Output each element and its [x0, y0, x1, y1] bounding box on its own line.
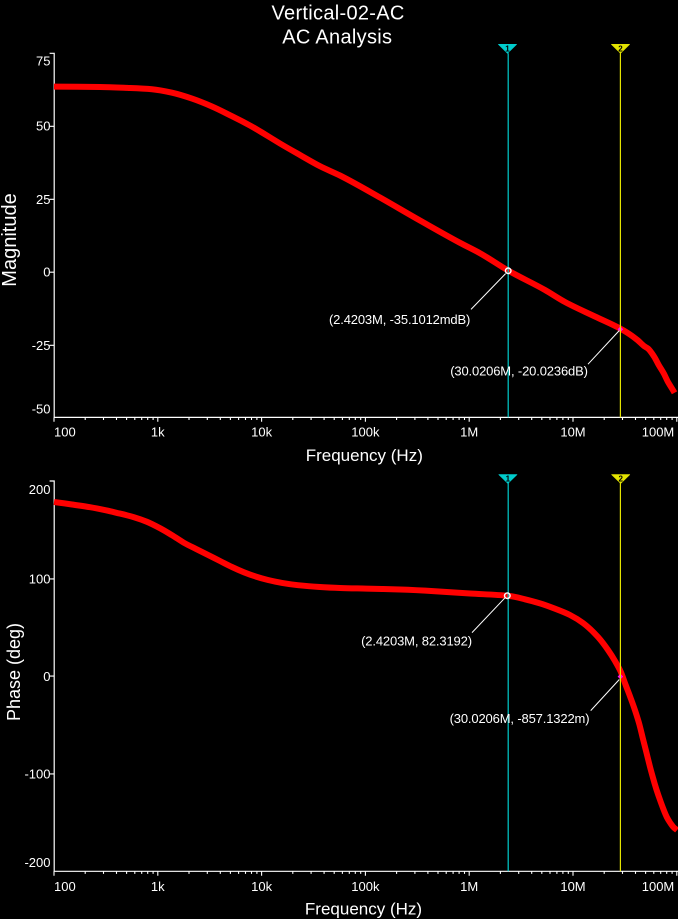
svg-text:Magnitude: Magnitude — [0, 193, 21, 286]
svg-text:100: 100 — [29, 571, 51, 586]
svg-text:1: 1 — [506, 475, 511, 484]
svg-text:1k: 1k — [151, 879, 165, 894]
svg-text:Phase (deg): Phase (deg) — [4, 623, 24, 721]
svg-text:10M: 10M — [560, 879, 585, 894]
svg-text:200: 200 — [29, 482, 51, 497]
svg-text:2: 2 — [618, 475, 623, 484]
svg-text:-200: -200 — [24, 855, 50, 870]
svg-text:(30.0206M, -857.1322m): (30.0206M, -857.1322m) — [450, 711, 590, 726]
svg-text:1k: 1k — [151, 425, 165, 440]
svg-text:1M: 1M — [460, 879, 478, 894]
svg-text:(2.4203M, -35.1012mdB): (2.4203M, -35.1012mdB) — [329, 312, 470, 327]
svg-text:-50: -50 — [32, 401, 51, 416]
svg-text:10k: 10k — [251, 425, 272, 440]
svg-text:-25: -25 — [32, 338, 51, 353]
svg-text:25: 25 — [36, 192, 50, 207]
svg-text:0: 0 — [43, 265, 50, 280]
svg-text:100: 100 — [54, 879, 76, 894]
svg-text:100: 100 — [54, 425, 76, 440]
svg-text:Vertical-02-AC: Vertical-02-AC — [272, 3, 405, 25]
svg-text:1: 1 — [505, 44, 510, 53]
svg-text:50: 50 — [36, 119, 50, 134]
svg-text:1M: 1M — [460, 425, 478, 440]
svg-text:(2.4203M, 82.3192): (2.4203M, 82.3192) — [361, 634, 472, 649]
svg-text:100M: 100M — [642, 879, 675, 894]
svg-text:100M: 100M — [642, 425, 675, 440]
svg-text:-100: -100 — [24, 766, 50, 781]
svg-text:2: 2 — [618, 44, 623, 53]
svg-text:Frequency (Hz): Frequency (Hz) — [305, 899, 422, 918]
svg-text:10k: 10k — [251, 879, 272, 894]
svg-text:75: 75 — [36, 53, 50, 68]
svg-text:Frequency (Hz): Frequency (Hz) — [306, 446, 423, 465]
svg-text:10M: 10M — [560, 425, 585, 440]
svg-text:100k: 100k — [351, 879, 380, 894]
svg-text:(30.0206M, -20.0236dB): (30.0206M, -20.0236dB) — [450, 364, 588, 379]
svg-text:100k: 100k — [351, 425, 380, 440]
svg-text:AC Analysis: AC Analysis — [282, 26, 392, 48]
svg-text:0: 0 — [43, 669, 50, 684]
